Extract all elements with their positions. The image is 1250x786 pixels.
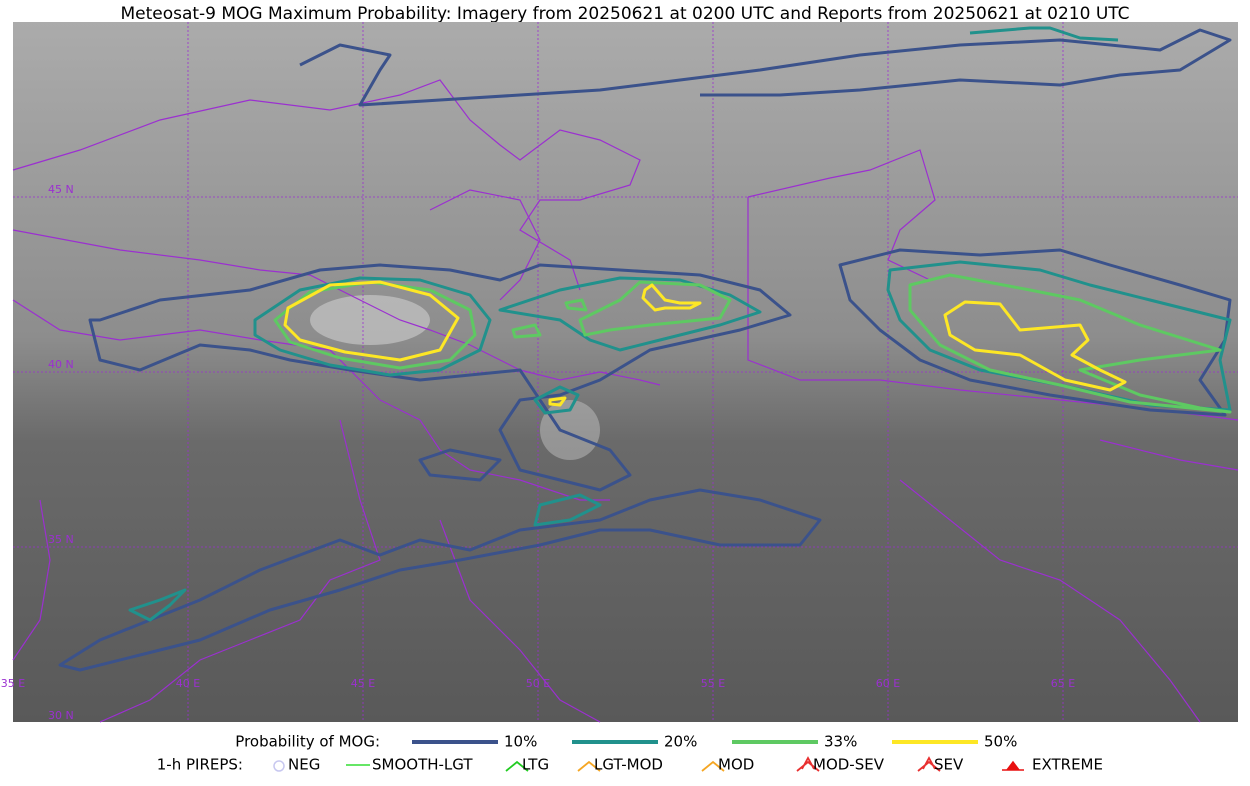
legend-icon <box>701 760 725 772</box>
lon-label: 35 E <box>1 677 25 690</box>
legend: Probability of MOG: 10% 20% 33% 50% 1-h PIREP… <box>157 733 1103 774</box>
legend-text: 33% <box>824 733 857 751</box>
legend-icon <box>1002 760 1024 771</box>
legend-text: NEG <box>288 756 320 774</box>
legend-label: 1-h PIREPS: <box>157 756 243 774</box>
lon-label: 50 E <box>526 677 550 690</box>
cloud <box>310 295 430 345</box>
legend-text: LTG <box>522 756 549 774</box>
title: Meteosat-9 MOG Maximum Probability: Imag… <box>120 4 1129 24</box>
legend-text: SMOOTH-LGT <box>372 756 473 774</box>
legend-text: MOD <box>718 756 754 774</box>
legend-icon <box>577 760 601 772</box>
mog-contours <box>58 26 1232 672</box>
legend-icon <box>796 756 820 772</box>
lon-label: 40 E <box>176 677 200 690</box>
legend-icon <box>273 760 285 772</box>
legend-text: 10% <box>504 733 537 751</box>
lon-label: 60 E <box>876 677 900 690</box>
legend-text: SEV <box>934 756 964 774</box>
cloud <box>540 400 600 460</box>
legend-label: Probability of MOG: <box>235 733 380 751</box>
graticule <box>13 22 1238 722</box>
legend-text: EXTREME <box>1032 756 1103 774</box>
lat-label: 40 N <box>48 358 74 371</box>
legend-text: 50% <box>984 733 1017 751</box>
legend-text: LGT-MOD <box>594 756 663 774</box>
lon-label: 65 E <box>1051 677 1075 690</box>
borders <box>12 79 1239 723</box>
legend-icon <box>917 756 941 772</box>
lat-label: 30 N <box>48 709 74 722</box>
map <box>12 22 1239 723</box>
legend-text: MOD-SEV <box>813 756 885 774</box>
legend-icon <box>505 760 529 772</box>
lat-label: 35 N <box>48 533 74 546</box>
legend-text: 20% <box>664 733 697 751</box>
lat-label: 45 N <box>48 183 74 196</box>
lon-label: 45 E <box>351 677 375 690</box>
lon-label: 55 E <box>701 677 725 690</box>
grid-labels: 45 N 40 N 35 N 30 N 35 E 40 E 45 E 50 E 55 E 60 E… <box>1 183 1075 722</box>
